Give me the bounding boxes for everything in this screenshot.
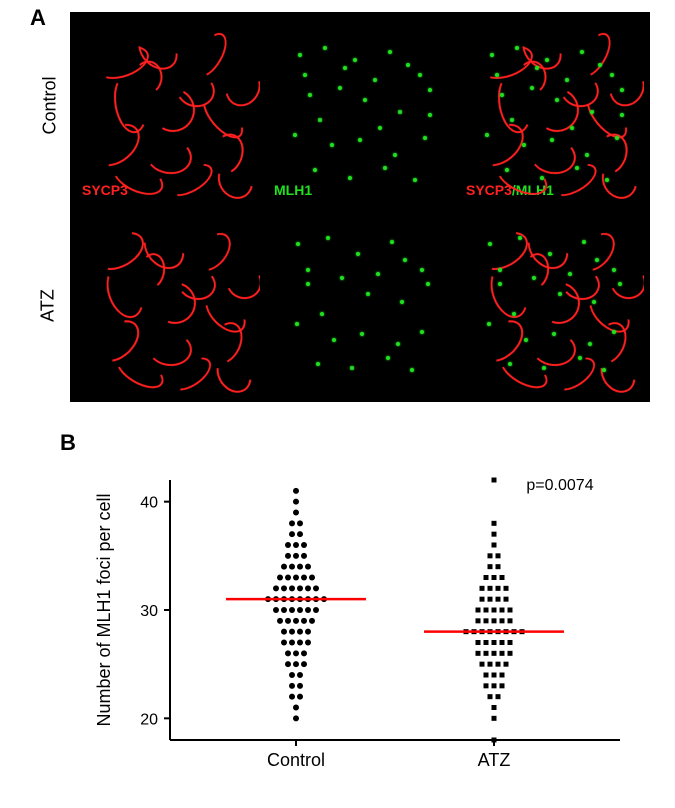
panel-a-imagegrid: SYCP3 MLH1 SYCP3/MLH1 [70, 12, 650, 402]
row-label-control: Control [40, 76, 61, 136]
micrograph-control-sycp3: SYCP3 [76, 18, 260, 202]
panel-b-chart: 20 30 40 Number of MLH1 foci per cell Contro… [80, 460, 640, 780]
micrograph-atz-sycp3 [76, 210, 260, 394]
svg-text:Control: Control [267, 750, 325, 770]
micrograph-atz-mlh1 [268, 210, 452, 394]
panel-b-label: B [60, 430, 76, 456]
micrograph-control-mlh1: MLH1 [268, 18, 452, 202]
svg-text:ATZ: ATZ [478, 750, 511, 770]
svg-text:Number of MLH1 foci per cell: Number of MLH1 foci per cell [94, 493, 114, 726]
row-label-atz: ATZ [38, 286, 59, 326]
svg-text:p=0.0074: p=0.0074 [526, 477, 593, 494]
svg-text:20: 20 [140, 711, 158, 728]
micrograph-atz-merge [460, 210, 644, 394]
svg-text:30: 30 [140, 603, 158, 620]
micrograph-control-merge: SYCP3/MLH1 [460, 18, 644, 202]
svg-text:40: 40 [140, 495, 158, 512]
panel-a-label: A [30, 5, 46, 31]
label-mlh1: MLH1 [274, 182, 312, 198]
